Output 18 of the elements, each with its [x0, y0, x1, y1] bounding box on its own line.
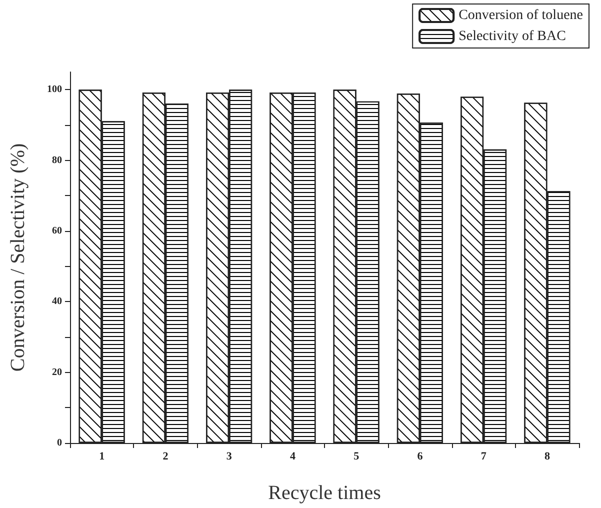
y-tick-label: 40: [52, 296, 62, 308]
x-tick-label: 2: [162, 450, 169, 462]
x-axis-title: Recycle times: [268, 482, 382, 504]
y-tick-label: 20: [52, 366, 62, 378]
x-tick-label: 8: [544, 450, 550, 462]
x-tick-label: 3: [226, 450, 232, 462]
y-tick-label: 80: [52, 154, 62, 166]
legend-label: Selectivity of BAC: [458, 29, 566, 44]
y-tick-label: 60: [52, 226, 62, 236]
y-tick-label: 0: [57, 438, 62, 448]
x-tick-label: 4: [290, 450, 296, 462]
y-tick-label: 100: [47, 84, 62, 96]
x-tick-label: 7: [480, 450, 487, 462]
legend-label: Conversion of toluene: [458, 8, 583, 23]
x-tick-label: 6: [417, 450, 424, 462]
x-tick-label: 5: [354, 450, 360, 462]
x-tick-label: 1: [99, 450, 105, 462]
y-axis-title: Conversion / Selectivity (%): [7, 143, 29, 372]
